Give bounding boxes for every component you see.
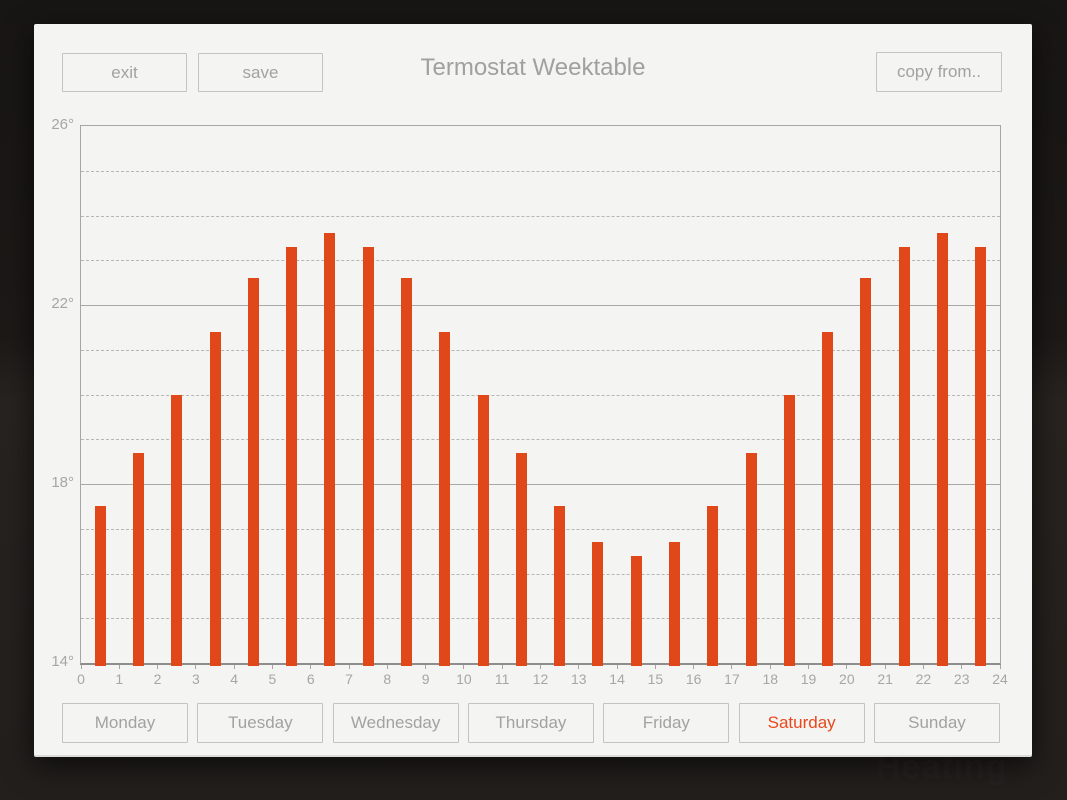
- x-axis-label-2: 2: [153, 671, 162, 687]
- x-axis-tick-4: [233, 665, 235, 669]
- x-axis-tick-6: [310, 665, 312, 669]
- temp-bar-hour-8[interactable]: [400, 278, 412, 666]
- y-axis-label-22deg: 22°: [51, 295, 74, 312]
- temp-bar-hour-21[interactable]: [898, 246, 910, 666]
- x-axis-tick-23: [961, 665, 963, 669]
- x-axis-label-23: 23: [953, 671, 970, 687]
- x-axis-tick-16: [693, 665, 695, 669]
- day-tab-tuesday[interactable]: Tuesday: [197, 703, 324, 743]
- x-axis-tick-21: [884, 665, 886, 669]
- x-axis-label-22: 22: [915, 671, 932, 687]
- x-axis-label-14: 14: [609, 671, 625, 687]
- x-axis-label-12: 12: [532, 671, 549, 687]
- temp-bar-hour-6[interactable]: [324, 233, 336, 666]
- temp-bar-hour-1[interactable]: [132, 452, 144, 666]
- day-tab-monday[interactable]: Monday: [62, 703, 188, 743]
- temp-bar-hour-20[interactable]: [860, 278, 872, 666]
- x-axis-label-9: 9: [421, 671, 430, 687]
- x-axis-tick-22: [922, 665, 924, 669]
- temp-bar-hour-14[interactable]: [630, 555, 642, 666]
- x-axis-label-8: 8: [383, 671, 392, 687]
- x-axis-tick-15: [654, 665, 656, 669]
- x-axis-label-10: 10: [456, 671, 472, 687]
- temp-bar-hour-4[interactable]: [247, 278, 259, 666]
- x-axis-tick-3: [195, 665, 197, 669]
- x-axis-tick-0: [80, 665, 82, 669]
- temp-bar-hour-22[interactable]: [937, 233, 949, 666]
- x-axis-tick-19: [808, 665, 810, 669]
- copy-from-button[interactable]: copy from..: [876, 52, 1002, 92]
- day-tab-sunday[interactable]: Sunday: [873, 703, 1000, 743]
- temp-bar-hour-23[interactable]: [975, 246, 987, 666]
- x-axis-tick-7: [348, 665, 350, 669]
- temperature-bar-chart: 0 1 2 3 4 5 6 7 8 9 10 11 12 13 14 15 16 17 18 19 20 21 22 23 24: [77, 125, 1008, 687]
- x-axis-tick-5: [271, 665, 273, 669]
- temp-bar-hour-9[interactable]: [439, 331, 451, 666]
- temp-bar-hour-2[interactable]: [171, 394, 183, 666]
- x-axis-tick-2: [157, 665, 159, 669]
- x-axis-label-5: 5: [268, 671, 277, 687]
- day-tab-wednesday[interactable]: Wednesday: [332, 703, 459, 743]
- day-tabs: Monday Tuesday Wednesday Thursday Friday Satu…: [62, 703, 1000, 743]
- x-axis-tick-1: [118, 665, 120, 669]
- save-button[interactable]: save: [198, 53, 323, 92]
- x-axis-tick-24: [999, 665, 1001, 669]
- x-axis-label-16: 16: [685, 671, 702, 687]
- x-axis-tick-18: [769, 665, 771, 669]
- temp-bar-hour-7[interactable]: [362, 246, 374, 666]
- day-tab-friday[interactable]: Friday: [603, 703, 730, 743]
- exit-button[interactable]: exit: [62, 53, 187, 92]
- day-tab-saturday[interactable]: Saturday: [738, 703, 865, 743]
- x-axis-label-6: 6: [306, 671, 315, 687]
- x-axis-tick-17: [731, 665, 733, 669]
- x-axis-tick-9: [425, 665, 427, 669]
- y-axis-label-18deg: 18°: [51, 474, 74, 491]
- gridline-minor-23deg: [81, 260, 1000, 262]
- temp-bar-hour-17[interactable]: [745, 452, 757, 666]
- x-axis-tick-14: [616, 665, 618, 669]
- x-axis-tick-12: [540, 665, 541, 669]
- x-axis-label-20: 20: [839, 671, 855, 687]
- day-tab-thursday[interactable]: Thursday: [467, 703, 594, 743]
- x-axis-label-1: 1: [115, 671, 124, 687]
- x-axis-tick-8: [386, 665, 388, 669]
- thermostat-weektable-dialog: Termostat Weektable exit save copy from.…: [34, 24, 1032, 755]
- x-axis-label-15: 15: [647, 671, 664, 687]
- temp-bar-hour-3[interactable]: [209, 331, 221, 666]
- x-axis-tick-20: [846, 665, 848, 669]
- x-axis-tick-13: [578, 665, 580, 669]
- temp-bar-hour-10[interactable]: [477, 394, 489, 666]
- temp-bar-hour-13[interactable]: [592, 542, 604, 666]
- temp-bar-hour-11[interactable]: [515, 452, 527, 666]
- y-axis-label-26deg: 26°: [51, 116, 74, 133]
- x-axis-tick-11: [501, 665, 503, 669]
- x-axis-tick-10: [463, 665, 465, 669]
- x-axis-label-11: 11: [494, 671, 510, 687]
- temp-bar-hour-12[interactable]: [554, 506, 566, 666]
- x-axis-label-17: 17: [724, 671, 740, 687]
- temp-bar-hour-16[interactable]: [707, 506, 719, 666]
- x-axis-label-19: 19: [800, 671, 817, 687]
- x-axis-label-24: 24: [992, 671, 1008, 687]
- temp-bar-hour-0[interactable]: [94, 506, 106, 666]
- temp-bar-hour-18[interactable]: [783, 394, 795, 666]
- x-axis-label-0: 0: [77, 671, 85, 687]
- temp-bar-hour-5[interactable]: [286, 246, 298, 666]
- temp-bar-hour-15[interactable]: [669, 542, 681, 666]
- x-axis-label-21: 21: [877, 671, 893, 687]
- temp-bar-hour-19[interactable]: [822, 331, 834, 666]
- y-axis-label-14deg: 14°: [51, 653, 74, 670]
- x-axis-label-18: 18: [762, 671, 779, 687]
- x-axis-label-13: 13: [570, 671, 587, 687]
- x-axis-label-3: 3: [191, 671, 200, 687]
- x-axis-label-7: 7: [345, 671, 353, 687]
- gridline-minor-25deg: [81, 170, 1000, 172]
- gridline-minor-24deg: [81, 215, 1000, 217]
- x-axis-label-4: 4: [230, 671, 239, 687]
